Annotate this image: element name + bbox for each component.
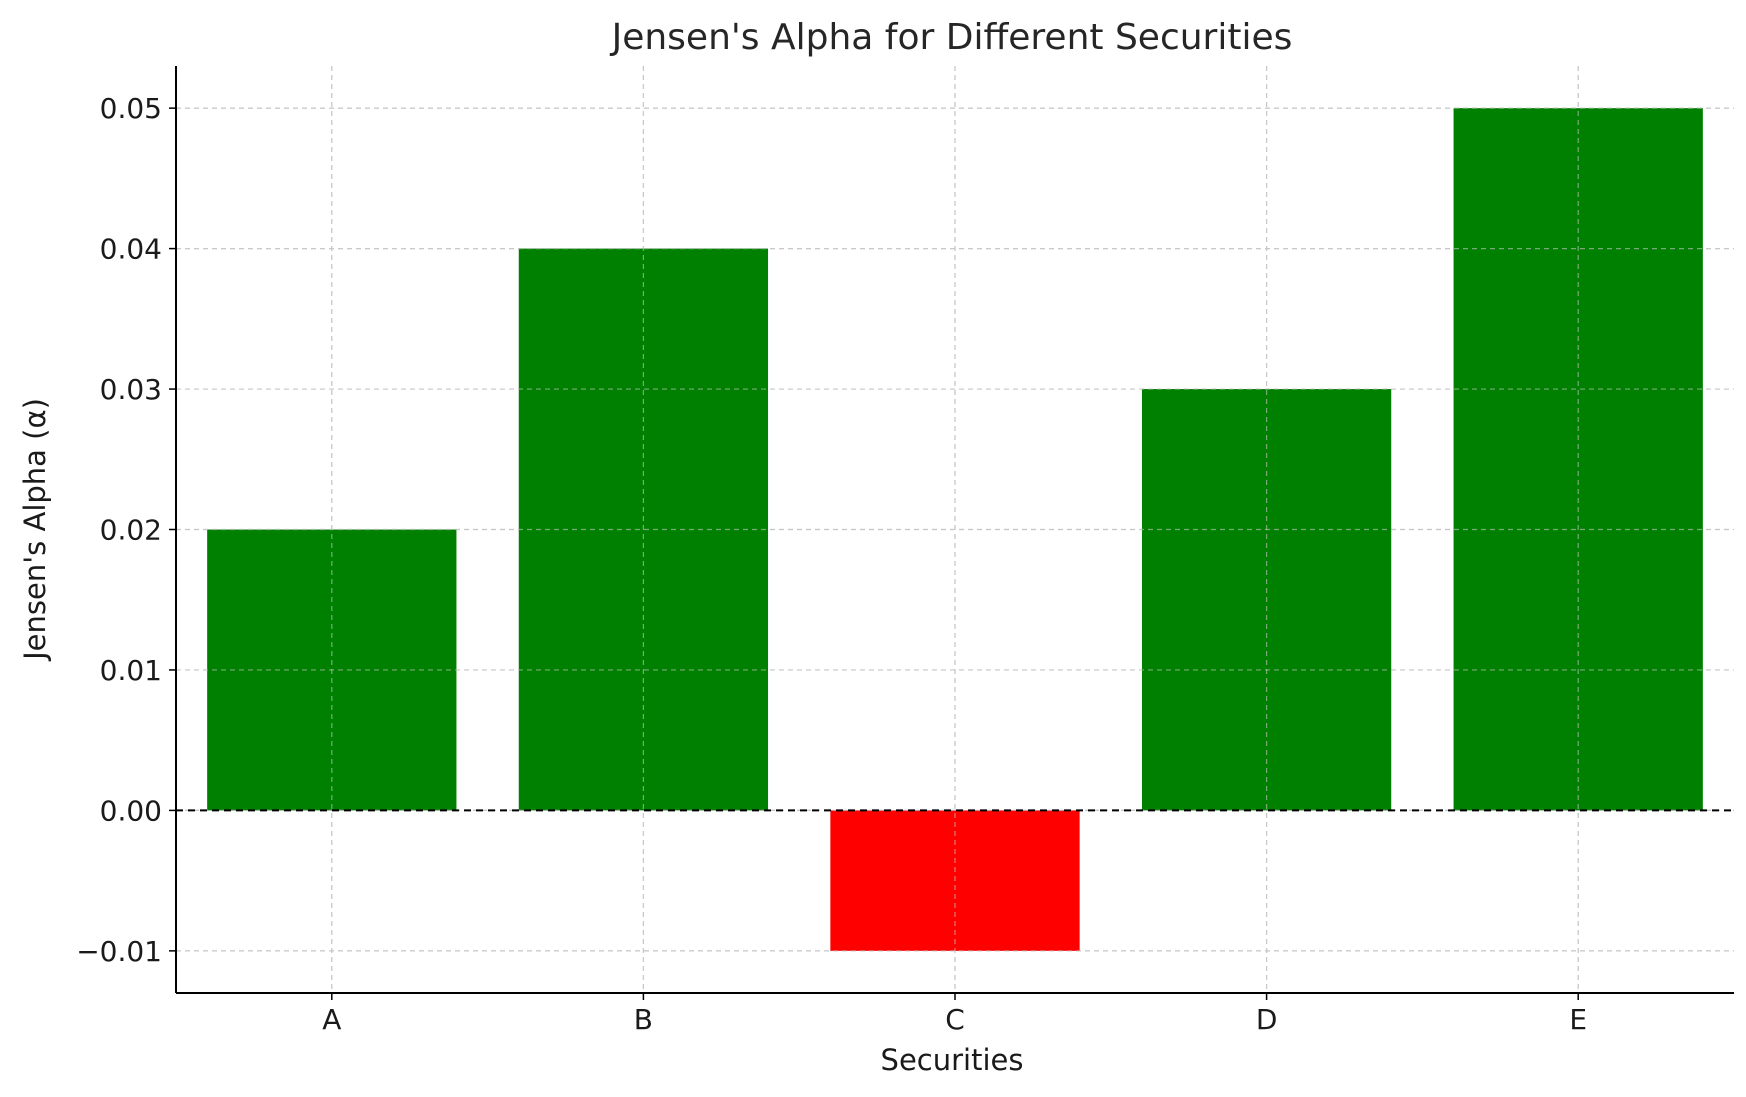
y-tick-label: 0.01 — [100, 654, 162, 687]
y-tick-label: 0.04 — [100, 233, 162, 266]
y-axis-label: Jensen's Alpha (α) — [18, 398, 52, 662]
bars-layer — [176, 66, 1734, 993]
bar-e — [1453, 108, 1703, 811]
y-tick-label: 0.03 — [100, 373, 162, 406]
x-axis-label: Securities — [881, 1043, 1024, 1077]
y-tick-label: 0.05 — [100, 92, 162, 125]
ticks-layer: −0.01 0.00 0.01 0.02 0.03 0.04 0.05 A B C D E — [76, 92, 1587, 1036]
x-tick-label: A — [322, 1003, 341, 1036]
grid-overlay — [176, 66, 1734, 993]
x-tick-label: B — [634, 1003, 653, 1036]
x-tick-label: E — [1569, 1003, 1587, 1036]
x-tick-label: D — [1256, 1003, 1278, 1036]
y-tick-label: −0.01 — [76, 935, 162, 968]
y-tick-label: 0.00 — [100, 794, 162, 827]
x-tick-label: C — [945, 1003, 965, 1036]
chart-title: Jensen's Alpha for Different Securities — [610, 17, 1293, 58]
y-tick-label: 0.02 — [100, 514, 162, 547]
